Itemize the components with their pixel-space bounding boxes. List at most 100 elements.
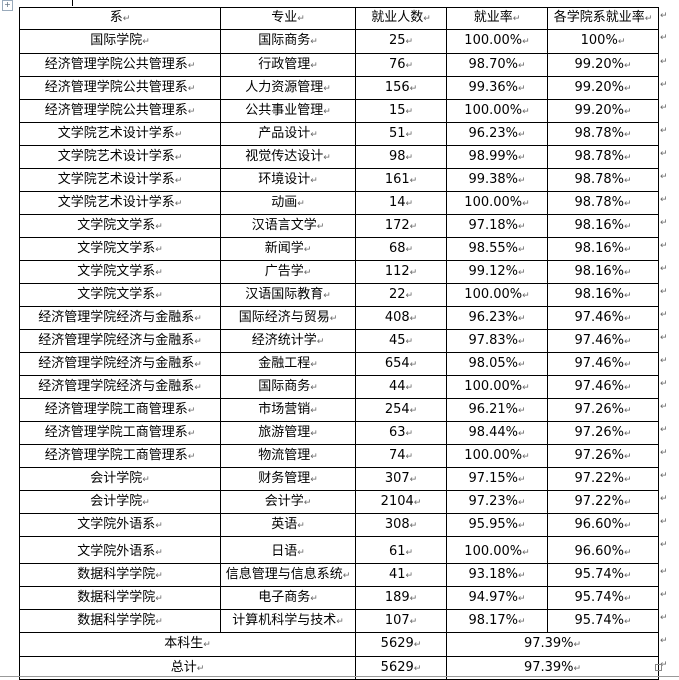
department-cell[interactable]: 文学院艺术设计学系	[19, 145, 221, 169]
dept-employment-rate-cell[interactable]: 98.16%	[547, 237, 659, 261]
employed-count-cell[interactable]: 189	[355, 586, 447, 610]
department-cell[interactable]: 文学院文学系	[19, 237, 221, 261]
department-cell[interactable]: 数据科学学院	[19, 563, 221, 587]
employment-rate-cell[interactable]: 99.36%	[446, 76, 548, 100]
employment-rate-cell[interactable]: 99.12%	[446, 260, 548, 284]
employed-count-cell[interactable]: 156	[355, 76, 447, 100]
dept-employment-rate-cell[interactable]: 98.78%	[547, 145, 659, 169]
summary-label-cell[interactable]: 本科生	[19, 632, 356, 657]
employment-rate-cell[interactable]: 99.38%	[446, 168, 548, 192]
employment-rate-cell[interactable]: 98.05%	[446, 352, 548, 376]
major-cell[interactable]: 金融工程	[220, 352, 356, 376]
major-cell[interactable]: 经济统计学	[220, 329, 356, 353]
header-major-cell[interactable]: 专业	[220, 7, 356, 30]
employment-rate-cell[interactable]: 100.00%	[446, 375, 548, 399]
employment-rate-cell[interactable]: 97.23%	[446, 490, 548, 514]
department-cell[interactable]: 会计学院	[19, 467, 221, 491]
employed-count-cell[interactable]: 408	[355, 306, 447, 330]
department-cell[interactable]: 经济管理学院经济与金融系	[19, 306, 221, 330]
dept-employment-rate-cell[interactable]: 97.46%	[547, 329, 659, 353]
table-resize-handle[interactable]	[655, 664, 662, 671]
employed-count-cell[interactable]: 2104	[355, 490, 447, 514]
department-cell[interactable]: 文学院文学系	[19, 260, 221, 284]
department-cell[interactable]: 文学院艺术设计学系	[19, 191, 221, 215]
employment-rate-cell[interactable]: 95.95%	[446, 513, 548, 537]
employment-rate-cell[interactable]: 93.18%	[446, 563, 548, 587]
dept-employment-rate-cell[interactable]: 99.20%	[547, 76, 659, 100]
employment-rate-cell[interactable]: 94.97%	[446, 586, 548, 610]
summary-count-cell[interactable]: 5629	[355, 632, 447, 657]
table-move-handle-icon[interactable]: +	[2, 0, 13, 11]
department-cell[interactable]: 数据科学学院	[19, 586, 221, 610]
employment-rate-cell[interactable]: 100.00%	[446, 444, 548, 468]
department-cell[interactable]: 文学院外语系	[19, 536, 221, 564]
employed-count-cell[interactable]: 76	[355, 53, 447, 77]
header-dept-employment-rate-cell[interactable]: 各学院系就业率	[547, 7, 659, 30]
major-cell[interactable]: 市场营销	[220, 398, 356, 422]
dept-employment-rate-cell[interactable]: 97.46%	[547, 306, 659, 330]
dept-employment-rate-cell[interactable]: 98.16%	[547, 214, 659, 238]
dept-employment-rate-cell[interactable]: 97.26%	[547, 421, 659, 445]
major-cell[interactable]: 汉语言文学	[220, 214, 356, 238]
employment-rate-cell[interactable]: 96.23%	[446, 306, 548, 330]
employment-rate-cell[interactable]: 98.44%	[446, 421, 548, 445]
employed-count-cell[interactable]: 308	[355, 513, 447, 537]
employment-rate-cell[interactable]: 98.99%	[446, 145, 548, 169]
employed-count-cell[interactable]: 172	[355, 214, 447, 238]
department-cell[interactable]: 经济管理学院工商管理系	[19, 421, 221, 445]
major-cell[interactable]: 国际商务	[220, 375, 356, 399]
major-cell[interactable]: 广告学	[220, 260, 356, 284]
employment-rate-cell[interactable]: 98.70%	[446, 53, 548, 77]
department-cell[interactable]: 经济管理学院经济与金融系	[19, 329, 221, 353]
department-cell[interactable]: 经济管理学院公共管理系	[19, 53, 221, 77]
major-cell[interactable]: 信息管理与信息系统	[220, 563, 356, 587]
employment-rate-cell[interactable]: 98.17%	[446, 609, 548, 633]
dept-employment-rate-cell[interactable]: 99.20%	[547, 99, 659, 123]
major-cell[interactable]: 人力资源管理	[220, 76, 356, 100]
header-department-cell[interactable]: 系	[19, 7, 221, 30]
department-cell[interactable]: 经济管理学院公共管理系	[19, 76, 221, 100]
dept-employment-rate-cell[interactable]: 100%	[547, 29, 659, 54]
major-cell[interactable]: 新闻学	[220, 237, 356, 261]
employment-rate-cell[interactable]: 98.55%	[446, 237, 548, 261]
dept-employment-rate-cell[interactable]: 97.26%	[547, 398, 659, 422]
employed-count-cell[interactable]: 22	[355, 283, 447, 307]
dept-employment-rate-cell[interactable]: 95.74%	[547, 609, 659, 633]
department-cell[interactable]: 经济管理学院工商管理系	[19, 398, 221, 422]
major-cell[interactable]: 环境设计	[220, 168, 356, 192]
major-cell[interactable]: 物流管理	[220, 444, 356, 468]
dept-employment-rate-cell[interactable]: 95.74%	[547, 586, 659, 610]
dept-employment-rate-cell[interactable]: 98.78%	[547, 168, 659, 192]
employed-count-cell[interactable]: 68	[355, 237, 447, 261]
header-employed-count-cell[interactable]: 就业人数	[355, 7, 447, 30]
major-cell[interactable]: 公共事业管理	[220, 99, 356, 123]
major-cell[interactable]: 财务管理	[220, 467, 356, 491]
major-cell[interactable]: 计算机科学与技术	[220, 609, 356, 633]
major-cell[interactable]: 视觉传达设计	[220, 145, 356, 169]
major-cell[interactable]: 动画	[220, 191, 356, 215]
employment-rate-cell[interactable]: 96.21%	[446, 398, 548, 422]
dept-employment-rate-cell[interactable]: 97.46%	[547, 375, 659, 399]
dept-employment-rate-cell[interactable]: 95.74%	[547, 563, 659, 587]
dept-employment-rate-cell[interactable]: 98.78%	[547, 191, 659, 215]
department-cell[interactable]: 经济管理学院工商管理系	[19, 444, 221, 468]
dept-employment-rate-cell[interactable]: 97.26%	[547, 444, 659, 468]
employed-count-cell[interactable]: 112	[355, 260, 447, 284]
department-cell[interactable]: 经济管理学院经济与金融系	[19, 352, 221, 376]
employment-rate-cell[interactable]: 97.83%	[446, 329, 548, 353]
employment-rate-cell[interactable]: 100.00%	[446, 99, 548, 123]
employment-rate-cell[interactable]: 100.00%	[446, 29, 548, 54]
dept-employment-rate-cell[interactable]: 99.20%	[547, 53, 659, 77]
employed-count-cell[interactable]: 654	[355, 352, 447, 376]
employed-count-cell[interactable]: 61	[355, 536, 447, 564]
employed-count-cell[interactable]: 51	[355, 122, 447, 146]
employment-rate-cell[interactable]: 100.00%	[446, 283, 548, 307]
dept-employment-rate-cell[interactable]: 98.78%	[547, 122, 659, 146]
dept-employment-rate-cell[interactable]: 97.46%	[547, 352, 659, 376]
employed-count-cell[interactable]: 41	[355, 563, 447, 587]
employed-count-cell[interactable]: 45	[355, 329, 447, 353]
major-cell[interactable]: 会计学	[220, 490, 356, 514]
department-cell[interactable]: 会计学院	[19, 490, 221, 514]
department-cell[interactable]: 文学院文学系	[19, 214, 221, 238]
employed-count-cell[interactable]: 63	[355, 421, 447, 445]
